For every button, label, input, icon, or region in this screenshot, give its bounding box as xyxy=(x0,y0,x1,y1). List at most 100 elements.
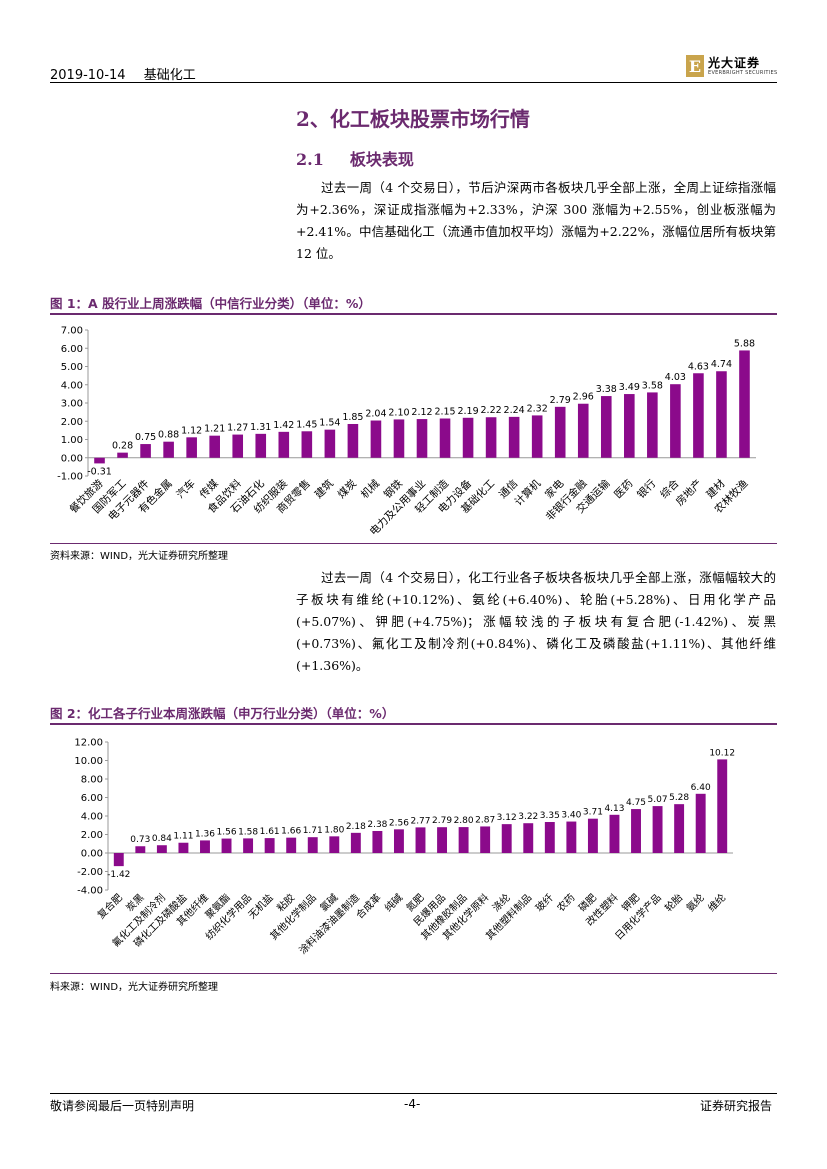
data-label: 4.03 xyxy=(665,372,686,383)
bar xyxy=(286,837,297,853)
bar xyxy=(307,837,318,853)
bar xyxy=(178,842,189,853)
category-label: 建筑 xyxy=(312,477,336,501)
bar xyxy=(347,423,359,458)
data-label: 4.13 xyxy=(604,804,624,814)
category-label: 玻纤 xyxy=(533,891,556,914)
bar xyxy=(501,824,512,853)
data-label: 0.88 xyxy=(158,430,179,441)
data-label: 6.40 xyxy=(691,783,711,793)
paragraph-2: 过去一周（4 个交易日），化工行业各子板块各板块几乎全部上涨，涨幅幅较大的子板块… xyxy=(296,570,776,673)
data-label: 3.22 xyxy=(518,812,538,822)
y-tick-label: 6.00 xyxy=(61,344,83,355)
report-sector: 基础化工 xyxy=(143,68,196,83)
data-label: 2.32 xyxy=(527,403,548,414)
footer-rule xyxy=(50,1093,777,1094)
bar xyxy=(716,371,727,458)
bar xyxy=(393,829,404,853)
category-label: 轮胎 xyxy=(662,891,685,914)
bar xyxy=(458,827,469,853)
logo-text-en: EVERBRIGHT SECURITIES xyxy=(708,70,778,76)
bar xyxy=(117,452,128,458)
data-label: 4.63 xyxy=(688,361,709,372)
bar xyxy=(577,403,589,458)
data-label: 1.54 xyxy=(319,418,340,429)
y-tick-label: 5.00 xyxy=(61,362,83,373)
data-label: 10.12 xyxy=(709,748,735,758)
logo-text-cn: 光大证券 xyxy=(708,56,761,70)
data-label: 1.58 xyxy=(238,827,258,837)
figure-1-title: 图 1：A 股行业上周涨跌幅（中信行业分类）（单位：%） xyxy=(50,296,371,311)
bar xyxy=(372,830,383,853)
footer-disclaimer: 敬请参阅最后一页特别声明 xyxy=(50,1099,195,1113)
bar xyxy=(695,793,706,853)
bar xyxy=(609,814,620,853)
bar xyxy=(370,420,382,458)
bar xyxy=(140,444,151,458)
category-label: 银行 xyxy=(634,477,658,501)
y-tick-label: 10.00 xyxy=(74,756,103,767)
data-label: 2.77 xyxy=(410,816,430,826)
subsection-title: 2.1 板块表现 xyxy=(296,146,414,170)
data-label: 2.15 xyxy=(434,407,455,418)
data-label: 3.71 xyxy=(583,808,603,818)
data-label: 2.18 xyxy=(346,822,366,832)
page-number: -4- xyxy=(404,1097,421,1111)
figure-2-chart: 12.00 10.00 8.00 6.00 4.00 2.00 0.00 -2.00 -4.00… xyxy=(74,738,735,957)
data-label: 1.66 xyxy=(281,827,301,837)
data-label: 1.85 xyxy=(342,412,363,423)
y-tick-label: 6.00 xyxy=(81,793,103,804)
data-label: 2.22 xyxy=(481,405,502,416)
subsection-number: 2.1 xyxy=(296,150,324,169)
data-label: -1.42 xyxy=(107,870,130,880)
figure-2-bottom-rule xyxy=(50,973,777,974)
category-label: 煤炭 xyxy=(335,477,359,501)
bar xyxy=(200,840,210,853)
data-label: 1.11 xyxy=(173,832,193,842)
y-tick-label: -1.00 xyxy=(57,472,83,483)
category-label: 合成革 xyxy=(353,891,383,921)
category-label: 维纶 xyxy=(705,891,728,914)
bar xyxy=(232,434,244,458)
bar xyxy=(156,845,167,853)
data-label: 0.84 xyxy=(152,834,172,844)
bar xyxy=(652,806,663,853)
data-label: 2.96 xyxy=(573,392,594,403)
header-rule xyxy=(50,82,777,83)
data-label: 2.04 xyxy=(365,409,386,420)
category-label: 农药 xyxy=(554,891,577,914)
data-label: 1.21 xyxy=(204,424,225,435)
y-tick-label: 12.00 xyxy=(74,738,103,749)
data-label: 2.19 xyxy=(457,406,478,417)
bar xyxy=(163,441,174,458)
bar xyxy=(243,838,254,853)
data-label: 1.12 xyxy=(181,425,202,436)
y-tick-label: 8.00 xyxy=(81,775,103,786)
data-label: 1.27 xyxy=(227,423,248,434)
data-label: 5.28 xyxy=(669,793,689,803)
data-label: 0.28 xyxy=(112,441,133,452)
data-label: 3.49 xyxy=(619,382,640,393)
bar xyxy=(94,457,105,464)
data-label: 1.56 xyxy=(217,828,237,838)
category-label: 无机盐 xyxy=(245,891,275,921)
bar xyxy=(255,433,267,458)
data-label: 2.12 xyxy=(411,407,432,418)
footer-report-type: 证券研究报告 xyxy=(700,1099,773,1113)
data-label: 5.07 xyxy=(648,795,668,805)
bar xyxy=(329,836,340,853)
data-label: -0.31 xyxy=(87,466,112,477)
bar xyxy=(350,832,361,853)
subsection-label: 板块表现 xyxy=(349,150,414,169)
data-label: 2.56 xyxy=(389,818,409,828)
category-label: 纯碱 xyxy=(382,891,405,914)
bar xyxy=(717,759,728,853)
category-label: 汽车 xyxy=(174,477,198,501)
data-label: 1.80 xyxy=(324,825,344,835)
data-label: 3.58 xyxy=(642,380,663,391)
data-label: 1.61 xyxy=(260,827,280,837)
bar xyxy=(324,429,336,458)
y-tick-label: 2.00 xyxy=(81,830,103,841)
page-header: 2019-10-14 基础化工 xyxy=(50,64,210,83)
y-tick-label: 4.00 xyxy=(81,812,103,823)
